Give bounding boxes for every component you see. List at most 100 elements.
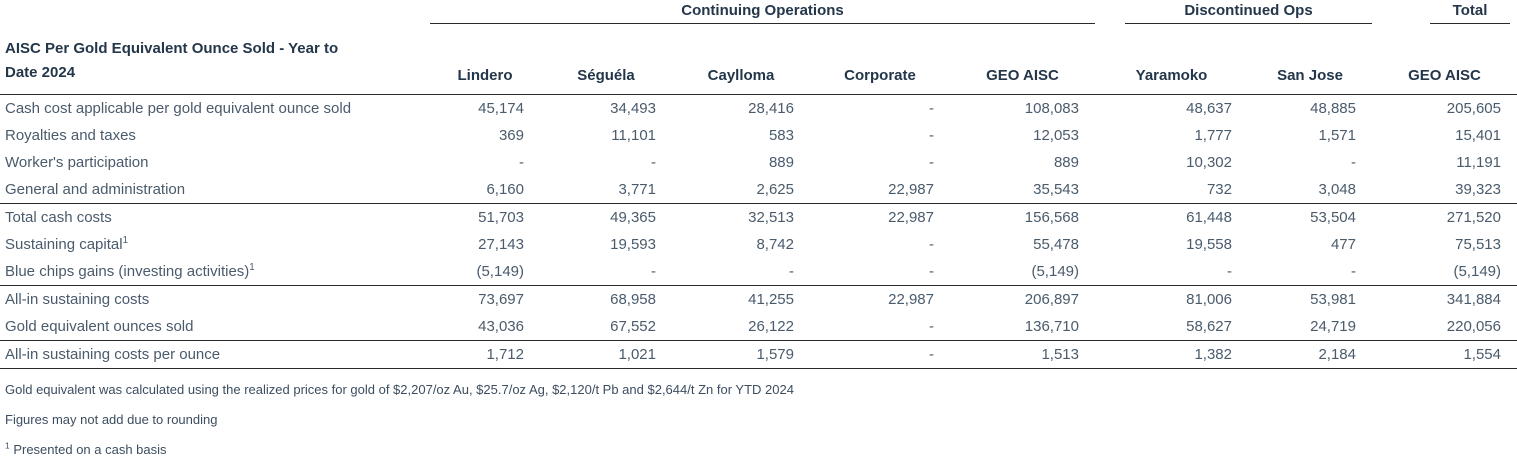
table-title-line1: AISC Per Gold Equivalent Ounce Sold - Ye…	[5, 40, 339, 57]
table-row: Sustaining capital1 27,143 19,593 8,742 …	[0, 231, 1517, 258]
row-label: Royalties and taxes	[5, 127, 136, 144]
table-row: Blue chips gains (investing activities)1…	[0, 258, 1517, 286]
column-header-corporate: Corporate	[810, 24, 950, 95]
cell-value: 73,697	[430, 285, 540, 313]
row-label: Gold equivalent ounces sold	[5, 318, 194, 335]
group-header-row: Continuing Operations Discontinued Ops T…	[0, 0, 1517, 24]
cell-value: 58,627	[1186, 318, 1232, 335]
cell-value: 53,981	[1248, 285, 1372, 313]
cell-value: 55,478	[1033, 236, 1079, 253]
cell-value: -	[519, 154, 524, 171]
cell-value: 369	[498, 127, 524, 144]
cell-value: 732	[1206, 181, 1232, 198]
cell-value: 206,897	[950, 285, 1095, 313]
cell-value: 75,513	[1455, 236, 1501, 253]
cell-value: 26,122	[748, 318, 794, 335]
group-total: Total	[1372, 0, 1517, 24]
cell-value: 108,083	[1024, 100, 1079, 117]
row-label: Worker's participation	[5, 154, 149, 171]
cell-value: 889	[768, 154, 794, 171]
column-header-yaramoko: Yaramoko	[1095, 24, 1248, 95]
cell-value: 28,416	[748, 100, 794, 117]
cell-value: -	[929, 318, 934, 335]
group-label: Total	[1452, 2, 1488, 19]
cell-value: 3,771	[618, 181, 656, 198]
cell-value: 1,021	[540, 340, 672, 369]
table-row: Total cash costs 51,703 49,365 32,513 22…	[0, 203, 1517, 231]
cell-value: 1,571	[1318, 127, 1356, 144]
cell-value: 8,742	[756, 236, 794, 253]
cell-value: -	[929, 154, 934, 171]
row-label: Sustaining capital1	[5, 235, 129, 253]
cell-value: (5,149)	[1031, 263, 1079, 280]
cell-value: -	[651, 263, 656, 280]
aisc-table: Continuing Operations Discontinued Ops T…	[0, 0, 1517, 369]
group-label: Continuing Operations	[681, 2, 844, 19]
column-header-seguela: Séguéla	[540, 24, 672, 95]
cell-value: -	[929, 100, 934, 117]
cell-value: 48,885	[1310, 100, 1356, 117]
cell-value: 12,053	[1033, 127, 1079, 144]
cell-value: 51,703	[430, 203, 540, 231]
cell-value: -	[929, 127, 934, 144]
cell-value: 45,174	[478, 100, 524, 117]
cell-value: 11,101	[611, 127, 656, 144]
cell-value: -	[1351, 154, 1356, 171]
cell-value: 22,987	[810, 203, 950, 231]
cell-value: 39,323	[1455, 181, 1501, 198]
cell-value: 136,710	[1024, 318, 1079, 335]
cell-value: -	[929, 236, 934, 253]
table-row: All-in sustaining costs 73,697 68,958 41…	[0, 285, 1517, 313]
footnotes: Gold equivalent was calculated using the…	[0, 382, 1517, 457]
row-label: Cash cost applicable per gold equivalent…	[5, 100, 352, 117]
cell-value: 583	[768, 127, 794, 144]
cell-value: 341,884	[1372, 285, 1517, 313]
table-row: Royalties and taxes 369 11,101 583 - 12,…	[0, 122, 1517, 149]
table-row: Cash cost applicable per gold equivalent…	[0, 95, 1517, 123]
cell-value: 1,382	[1095, 340, 1248, 369]
row-label: General and administration	[5, 181, 186, 198]
cell-value: 35,543	[1033, 181, 1079, 198]
cell-value: 2,625	[756, 181, 794, 198]
row-label: All-in sustaining costs per ounce	[0, 340, 430, 369]
cell-value: 2,184	[1248, 340, 1372, 369]
cell-value: 220,056	[1446, 318, 1501, 335]
cell-value: (5,149)	[476, 263, 524, 280]
row-label: All-in sustaining costs	[0, 285, 430, 313]
cell-value: 41,255	[672, 285, 810, 313]
cell-value: 6,160	[486, 181, 524, 198]
footnote-cash-basis: 1 Presented on a cash basis	[5, 440, 167, 457]
row-label: Total cash costs	[0, 203, 430, 231]
cell-value: 19,593	[610, 236, 656, 253]
cell-value: (5,149)	[1453, 263, 1501, 280]
cell-value: 10,302	[1186, 154, 1232, 171]
cell-value: 15,401	[1455, 127, 1501, 144]
cell-value: 81,006	[1095, 285, 1248, 313]
cell-value: 1,579	[672, 340, 810, 369]
column-header-geo-aisc: GEO AISC	[950, 24, 1095, 95]
cell-value: 889	[1053, 154, 1079, 171]
empty-corner-cell	[0, 0, 430, 24]
cell-value: 11,191	[1456, 154, 1501, 171]
table-title: AISC Per Gold Equivalent Ounce Sold - Ye…	[0, 24, 430, 95]
footnote-gold-equivalent: Gold equivalent was calculated using the…	[5, 382, 794, 397]
cell-value: 22,987	[888, 181, 934, 198]
table-row: All-in sustaining costs per ounce 1,712 …	[0, 340, 1517, 369]
cell-value: 32,513	[672, 203, 810, 231]
cell-value: -	[1351, 263, 1356, 280]
cell-value: 68,958	[540, 285, 672, 313]
cell-value: 205,605	[1446, 100, 1501, 117]
cell-value: -	[810, 340, 950, 369]
cell-value: 477	[1330, 236, 1356, 253]
cell-value: 67,552	[610, 318, 656, 335]
table-row: Worker's participation - - 889 - 889 10,…	[0, 149, 1517, 176]
table-row: Gold equivalent ounces sold 43,036 67,55…	[0, 313, 1517, 341]
cell-value: 34,493	[610, 100, 656, 117]
cell-value: 3,048	[1318, 181, 1356, 198]
cell-value: 1,513	[950, 340, 1095, 369]
cell-value: 53,504	[1248, 203, 1372, 231]
cell-value: 49,365	[540, 203, 672, 231]
cell-value: 22,987	[810, 285, 950, 313]
table-title-line2: Date 2024	[5, 64, 76, 81]
cell-value: -	[789, 263, 794, 280]
